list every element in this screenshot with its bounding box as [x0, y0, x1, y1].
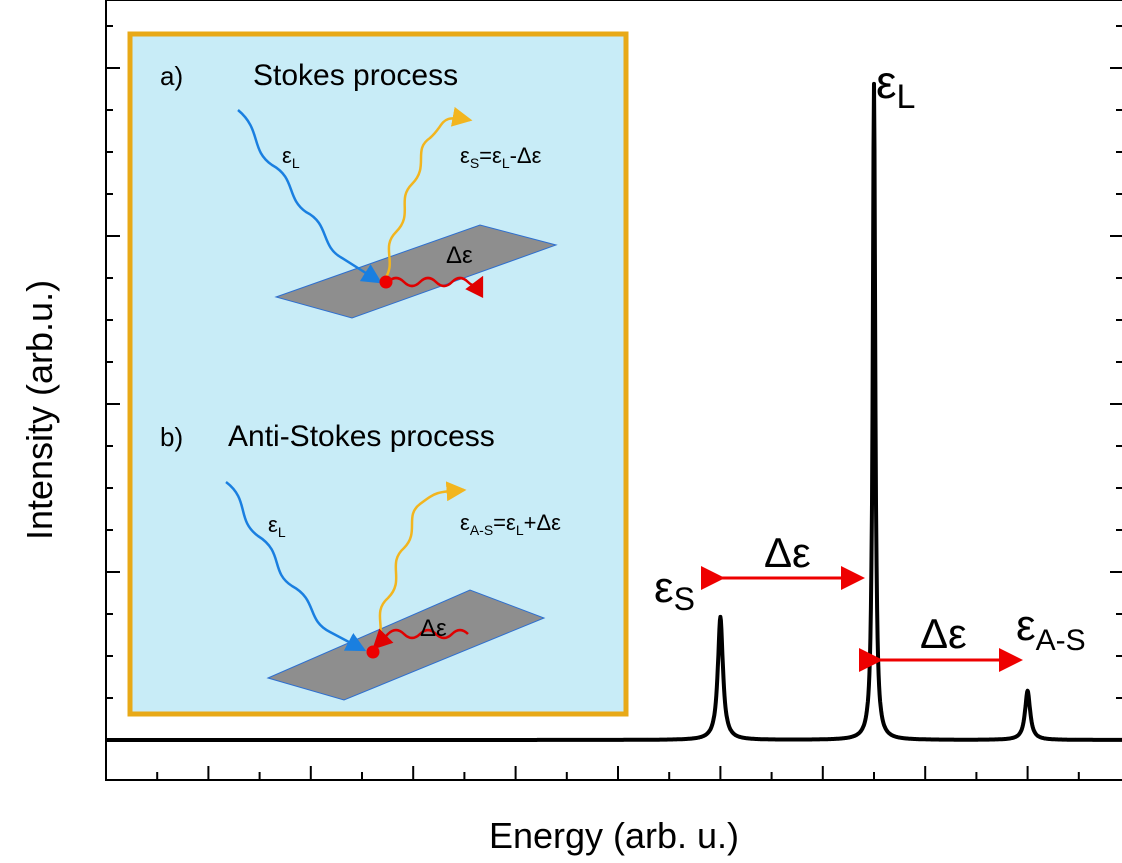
spectrum-line	[104, 81, 1122, 742]
peak-label-stokes: εS	[654, 563, 695, 617]
y-axis-label: Intensity (arb.u.)	[19, 280, 60, 540]
scattering-point-b	[366, 645, 380, 659]
inset-a-equation: εS=εL-Δε	[460, 143, 542, 171]
inset-a-incoming-label: εL	[282, 143, 300, 171]
phonon-wave-b	[372, 628, 469, 650]
inset-a-phonon-label: Δε	[446, 242, 473, 269]
delta-label-left: Δε	[764, 529, 811, 576]
incoming-laser-wave-b	[225, 481, 367, 652]
sample-surface-b	[266, 589, 546, 701]
phonon-wave-a	[387, 275, 484, 299]
peak-label-antistokes: εA-S	[1016, 601, 1086, 657]
peak-label-laser: εL	[876, 56, 915, 116]
delta-label-right: Δε	[920, 610, 967, 657]
inset-b-label: b)	[160, 422, 183, 452]
inset-b-phonon-label: Δε	[420, 615, 447, 642]
inset-b-equation: εA-S=εL+Δε	[460, 510, 561, 538]
incoming-laser-wave-a	[237, 109, 383, 284]
inset-a-title: Stokes process	[253, 59, 458, 92]
scattering-point-a	[379, 275, 393, 289]
inset-b-incoming-label: εL	[268, 512, 286, 540]
scattered-antistokes-wave-b	[373, 481, 467, 649]
inset-panel: a) Stokes process εL εS=εL-Δε Δε b) Anti…	[127, 31, 629, 717]
inset-b-title: Anti-Stokes process	[228, 420, 495, 453]
sample-surface-a	[274, 224, 558, 319]
scattered-stokes-wave-a	[382, 106, 473, 281]
x-axis-label: Energy (arb. u.)	[489, 815, 739, 856]
inset-a-label: a)	[160, 61, 183, 91]
